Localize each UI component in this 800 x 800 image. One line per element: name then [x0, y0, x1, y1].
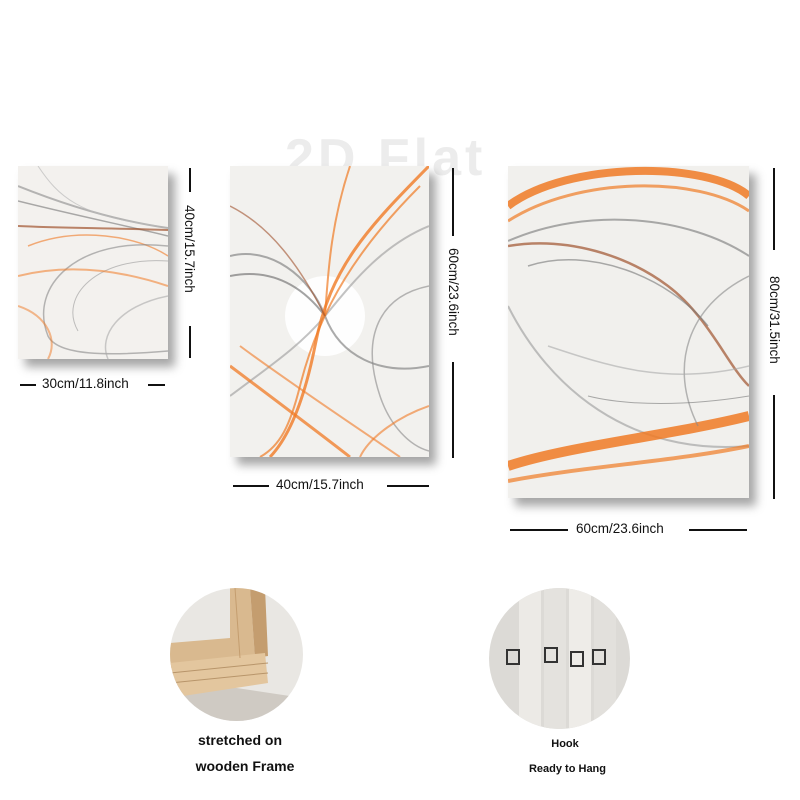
panel-1-height-label: 40cm/15.7inch [182, 205, 197, 293]
panel-1-width-label: 30cm/11.8inch [42, 376, 129, 391]
hook-caption-line-1: Hook [551, 738, 579, 750]
dimension-line-top [189, 168, 191, 192]
panel-3-height-label: 80cm/31.5inch [767, 276, 782, 364]
dimension-line-top [452, 168, 454, 236]
dimension-line-bottom [773, 395, 775, 499]
dimension-line-top [773, 168, 775, 250]
dimension-line-left [233, 485, 269, 487]
dimension-line-bottom [452, 362, 454, 458]
canvas-panel-large [508, 166, 749, 498]
dimension-line-left [20, 384, 36, 386]
dimension-line-left [510, 529, 568, 531]
hook-caption-line-2: Ready to Hang [528, 763, 606, 775]
dimension-line-bottom [189, 326, 191, 358]
dimension-line-right [689, 529, 747, 531]
canvas-panel-medium [230, 166, 429, 457]
hook-photo [489, 588, 630, 729]
frame-caption-line-2: wooden Frame [195, 758, 295, 774]
panel-3-width-label: 60cm/23.6inch [576, 521, 664, 536]
frame-caption-line-1: stretched on [197, 732, 282, 748]
wooden-frame-photo [170, 588, 303, 721]
panel-2-width-label: 40cm/15.7inch [276, 477, 364, 492]
dimension-line-right [387, 485, 429, 487]
canvas-panel-small [18, 166, 168, 359]
panel-2-height-label: 60cm/23.6inch [446, 248, 461, 336]
dimension-line-right [148, 384, 165, 386]
